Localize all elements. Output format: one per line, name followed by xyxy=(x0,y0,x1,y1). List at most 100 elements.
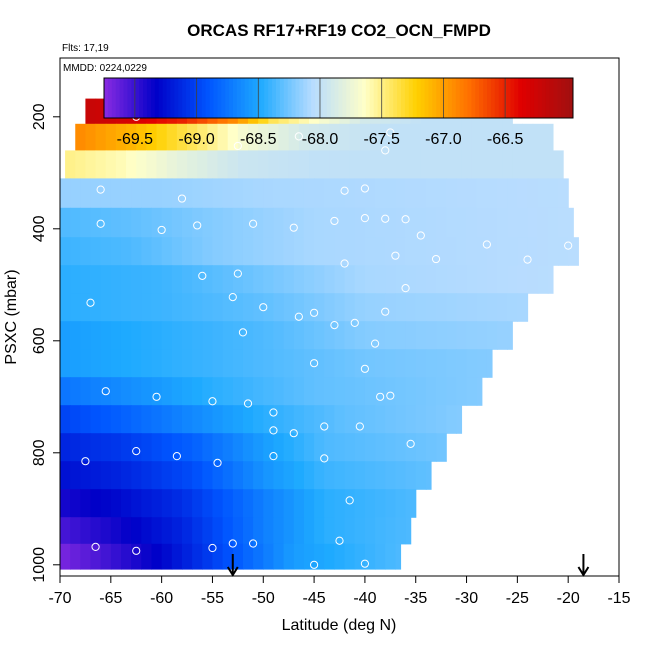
heat-cell xyxy=(181,293,193,322)
heat-cell xyxy=(456,178,468,209)
colorbar-segment xyxy=(303,78,308,118)
heat-cell xyxy=(253,543,264,570)
heat-cell xyxy=(466,293,478,322)
heat-cell xyxy=(446,178,457,209)
heat-cell xyxy=(436,207,447,238)
heat-cell xyxy=(375,293,386,322)
heat-cell xyxy=(227,150,239,179)
heat-cell xyxy=(476,321,488,350)
observation-point xyxy=(309,308,319,317)
heat-cell xyxy=(171,207,183,238)
heat-cell xyxy=(425,237,437,266)
latitude-arrow-marker xyxy=(577,554,590,577)
heat-cell xyxy=(359,150,371,179)
heat-layer-row xyxy=(60,461,432,490)
observation-point xyxy=(193,221,202,230)
heat-cell xyxy=(324,207,336,238)
heat-cell xyxy=(324,543,336,570)
heat-cell xyxy=(375,461,386,490)
heat-cell xyxy=(151,293,163,322)
heat-cell xyxy=(202,433,214,462)
heat-cell xyxy=(466,321,478,350)
heat-cell xyxy=(283,405,295,434)
heat-cell xyxy=(253,207,264,238)
colorbar-segment xyxy=(408,78,414,118)
colorbar-segment xyxy=(428,78,433,118)
heat-cell xyxy=(161,543,173,570)
heat-cell xyxy=(456,207,468,238)
heat-cell xyxy=(192,207,203,238)
heat-cell xyxy=(283,321,295,350)
heat-cell xyxy=(507,293,518,322)
observation-point xyxy=(91,542,100,551)
heat-cell xyxy=(476,178,488,209)
heat-cell xyxy=(131,265,142,294)
heat-cell xyxy=(456,237,468,266)
heat-cell xyxy=(171,237,183,266)
heat-cell xyxy=(344,461,356,490)
observation-point xyxy=(198,271,207,280)
heat-cell xyxy=(80,349,92,378)
heat-cell xyxy=(344,207,356,238)
heat-cell xyxy=(192,543,203,570)
heat-cell xyxy=(242,293,254,322)
colorbar-segment xyxy=(537,78,543,118)
heat-cell xyxy=(410,150,422,179)
colorbar-segment xyxy=(189,78,195,118)
heat-cell xyxy=(319,150,330,179)
heat-cell xyxy=(151,377,163,406)
heat-cell xyxy=(70,377,81,406)
colorbar-segment xyxy=(467,78,472,118)
chart-title: ORCAS RF17+RF19 CO2_OCN_FMPD xyxy=(187,21,491,40)
colorbar-segment xyxy=(451,78,457,118)
heat-cell xyxy=(100,293,112,322)
heat-cell xyxy=(349,123,361,151)
heat-cell xyxy=(476,293,488,322)
heat-cell xyxy=(324,377,336,406)
heat-cell xyxy=(380,150,391,179)
colorbar-segment xyxy=(342,78,347,118)
colorbar-segment xyxy=(475,78,480,118)
heat-layer-row xyxy=(60,489,417,518)
heat-cell xyxy=(425,349,437,378)
heat-cell xyxy=(405,461,417,490)
heat-cell xyxy=(273,293,285,322)
heat-cell xyxy=(120,265,132,294)
heat-layer-row xyxy=(60,293,529,322)
heat-cell xyxy=(181,178,193,209)
heat-cell xyxy=(115,123,127,151)
heat-cell xyxy=(497,207,508,238)
heat-cell xyxy=(349,150,361,179)
heat-cell xyxy=(339,123,351,151)
heat-cell xyxy=(192,349,203,378)
heat-cell xyxy=(354,377,366,406)
heat-cell xyxy=(273,405,285,434)
heat-cell xyxy=(456,321,468,350)
heat-cell xyxy=(283,178,295,209)
heat-cell xyxy=(202,293,214,322)
heat-cell xyxy=(303,237,315,266)
colorbar-segment xyxy=(553,78,558,118)
heat-cell xyxy=(364,237,376,266)
observation-point xyxy=(177,194,187,203)
colorbar-segment xyxy=(217,78,222,118)
heat-cell xyxy=(181,543,193,570)
observation-point xyxy=(213,458,222,467)
heat-cell xyxy=(334,293,346,322)
colorbar-segment xyxy=(182,78,187,118)
heat-cell xyxy=(354,489,366,518)
heat-cell xyxy=(364,293,376,322)
heat-cell xyxy=(405,293,417,322)
heat-layer-row xyxy=(60,517,412,545)
heat-cell xyxy=(171,377,183,406)
heat-cell xyxy=(232,207,244,238)
heat-cell xyxy=(400,123,412,151)
heat-cell xyxy=(141,489,153,518)
heat-cell xyxy=(161,293,173,322)
heat-cell xyxy=(385,461,396,490)
colorbar-segment xyxy=(260,78,265,118)
heat-cell xyxy=(171,293,183,322)
heat-cell xyxy=(212,178,224,209)
heat-cell xyxy=(222,207,234,238)
heat-cell xyxy=(471,123,483,151)
